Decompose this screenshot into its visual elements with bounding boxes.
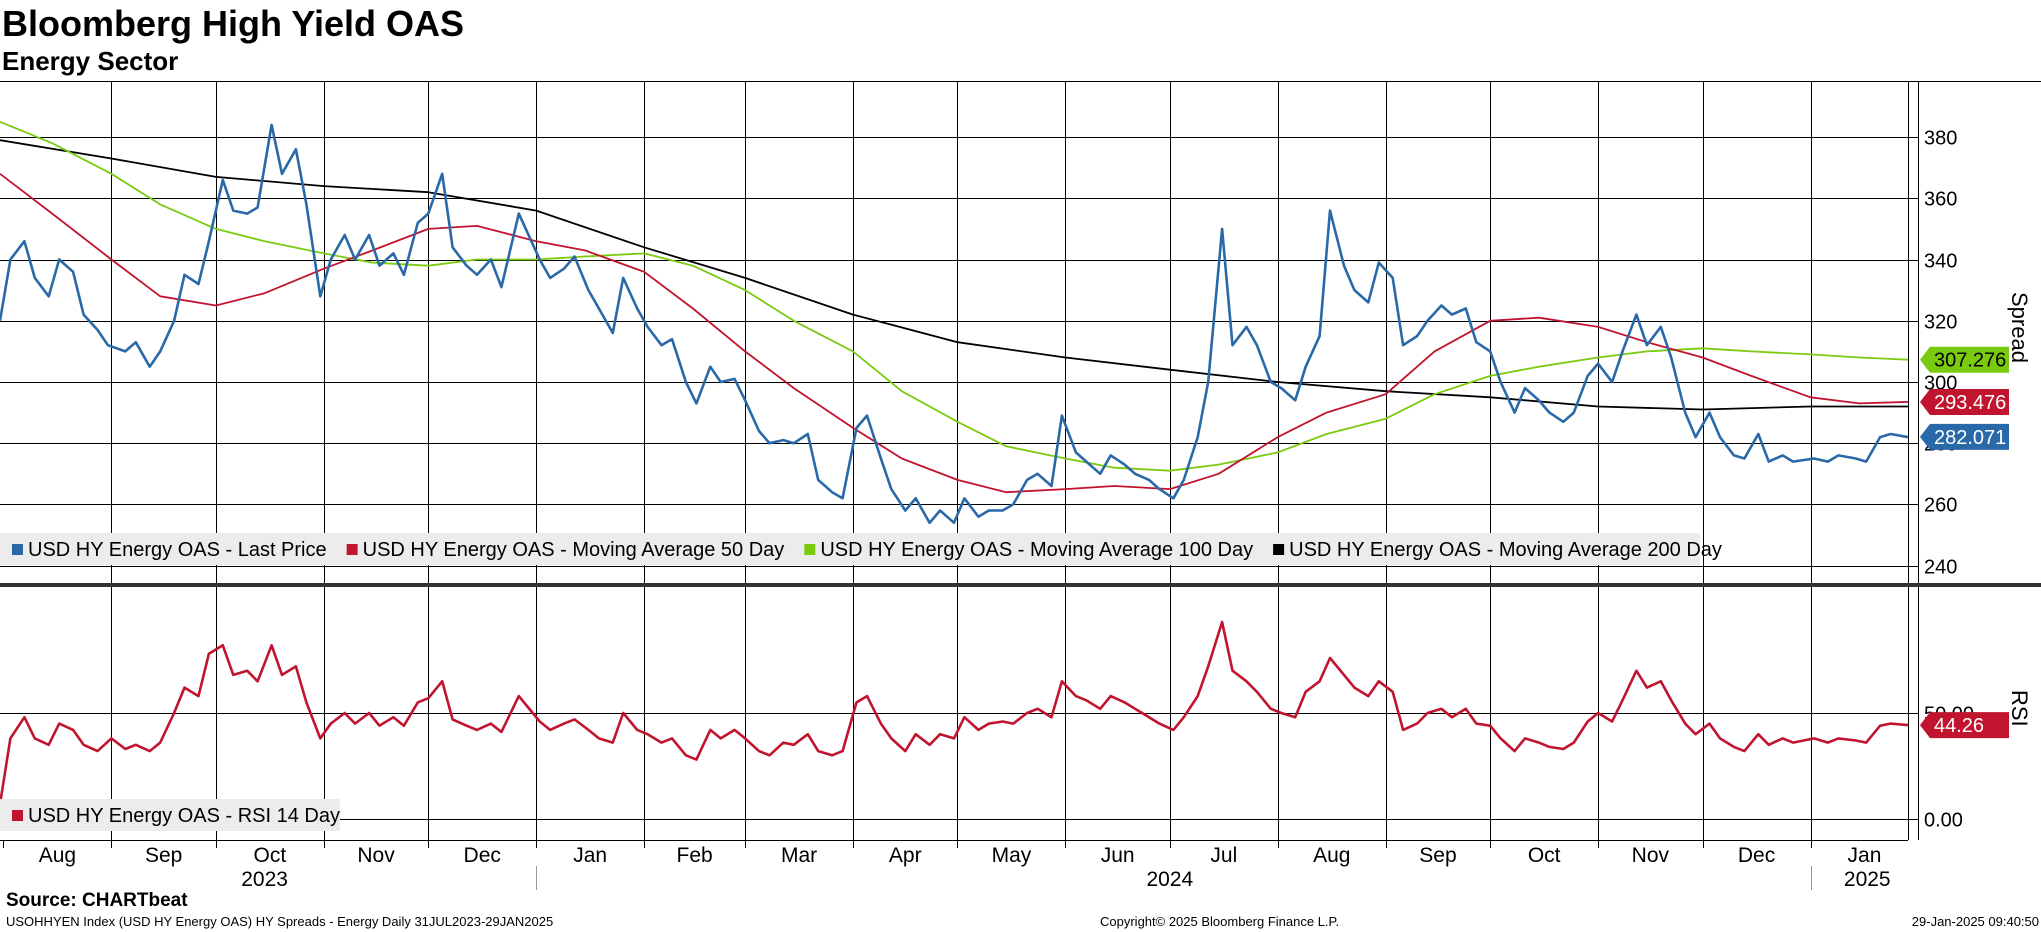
- spread-tick-label: 320: [1924, 312, 1957, 334]
- spread-tick-label: 340: [1924, 251, 1957, 273]
- legend-label: USD HY Energy OAS - Moving Average 50 Da…: [363, 539, 785, 561]
- month-label: Nov: [357, 844, 395, 867]
- series-line-last_price: [0, 123, 1909, 525]
- rsi-value-badge-text: 44.26: [1934, 715, 1984, 737]
- series-line-ma100: [0, 120, 1909, 472]
- legend-label: USD HY Energy OAS - RSI 14 Day: [28, 805, 340, 827]
- spread-tick-label: 380: [1924, 128, 1957, 150]
- chart-canvas: USD HY Energy OAS - Last Price USD HY Ene…: [0, 81, 2041, 890]
- legend-swatch: [1273, 544, 1285, 555]
- legend-swatch: [12, 544, 23, 555]
- last-price-value-badge-text: 282.071: [1934, 427, 2006, 449]
- rsi-tick-label: 0.00: [1924, 810, 1963, 832]
- ma50-value-badge-text: 293.476: [1934, 392, 2006, 414]
- month-label: Feb: [677, 844, 713, 867]
- spread-tick-label: 260: [1924, 495, 1957, 517]
- month-label: Jan: [1848, 844, 1882, 867]
- year-label: 2023: [241, 868, 288, 890]
- month-label: Dec: [464, 844, 501, 867]
- month-label: Apr: [889, 844, 922, 867]
- month-label: Jul: [1210, 844, 1237, 867]
- last-price-value-badge: [1920, 423, 2009, 450]
- month-label: Mar: [781, 844, 817, 867]
- month-label: Aug: [39, 844, 76, 867]
- month-label: Jun: [1101, 844, 1135, 867]
- axes-layer: 2402602803003203403603800.0050.00307.276…: [0, 81, 2041, 890]
- legend-label: USD HY Energy OAS - Last Price: [28, 539, 327, 561]
- grid-layer: [0, 82, 1908, 840]
- legend-swatch: [346, 544, 358, 555]
- legend-box: [0, 533, 1700, 565]
- series-line-ma50: [0, 173, 1909, 494]
- year-label: 2025: [1844, 868, 1891, 890]
- month-label: Oct: [253, 844, 286, 867]
- month-label: Oct: [1528, 844, 1561, 867]
- legend-label: USD HY Energy OAS - Moving Average 100 D…: [820, 539, 1253, 561]
- footer-description: USOHHYEN Index (USD HY Energy OAS) HY Sp…: [6, 914, 554, 929]
- footer-copyright: Copyright© 2025 Bloomberg Finance L.P.: [1100, 914, 1340, 929]
- chart-title: Bloomberg High Yield OAS: [2, 3, 465, 44]
- footer-timestamp: 29-Jan-2025 09:40:50: [1911, 914, 2039, 929]
- series-line-ma200: [0, 139, 1908, 411]
- month-label: Nov: [1632, 844, 1670, 867]
- spread-tick-label: 360: [1924, 189, 1957, 211]
- rsi-value-badge: [1920, 712, 2009, 739]
- legend-box: [0, 799, 340, 831]
- month-label: May: [992, 844, 1032, 867]
- ma100-value-badge-text: 307.276: [1934, 350, 2006, 372]
- month-label: Aug: [1313, 844, 1350, 867]
- month-label: Dec: [1738, 844, 1775, 867]
- rsi-axis-title: RSI: [2007, 690, 2032, 727]
- series-line-rsi: [0, 620, 1909, 805]
- chart-subtitle: Energy Sector: [2, 46, 179, 76]
- legend-swatch: [12, 810, 23, 821]
- legend-layer: USD HY Energy OAS - Last Price USD HY Ene…: [0, 533, 1722, 831]
- spread-tick-label: 240: [1924, 557, 1957, 579]
- spread-axis-title: Spread: [2007, 292, 2032, 363]
- month-label: Sep: [145, 844, 182, 867]
- ma100-value-badge: [1920, 346, 2009, 373]
- month-label: Sep: [1419, 844, 1456, 867]
- year-label: 2024: [1147, 868, 1194, 890]
- ma50-value-badge: [1920, 388, 2009, 415]
- legend-swatch: [804, 544, 816, 555]
- footer-source: Source: CHARTbeat: [6, 890, 188, 911]
- month-label: Jan: [573, 844, 607, 867]
- series-layer: [0, 120, 1909, 805]
- legend-label: USD HY Energy OAS - Moving Average 200 D…: [1289, 539, 1722, 561]
